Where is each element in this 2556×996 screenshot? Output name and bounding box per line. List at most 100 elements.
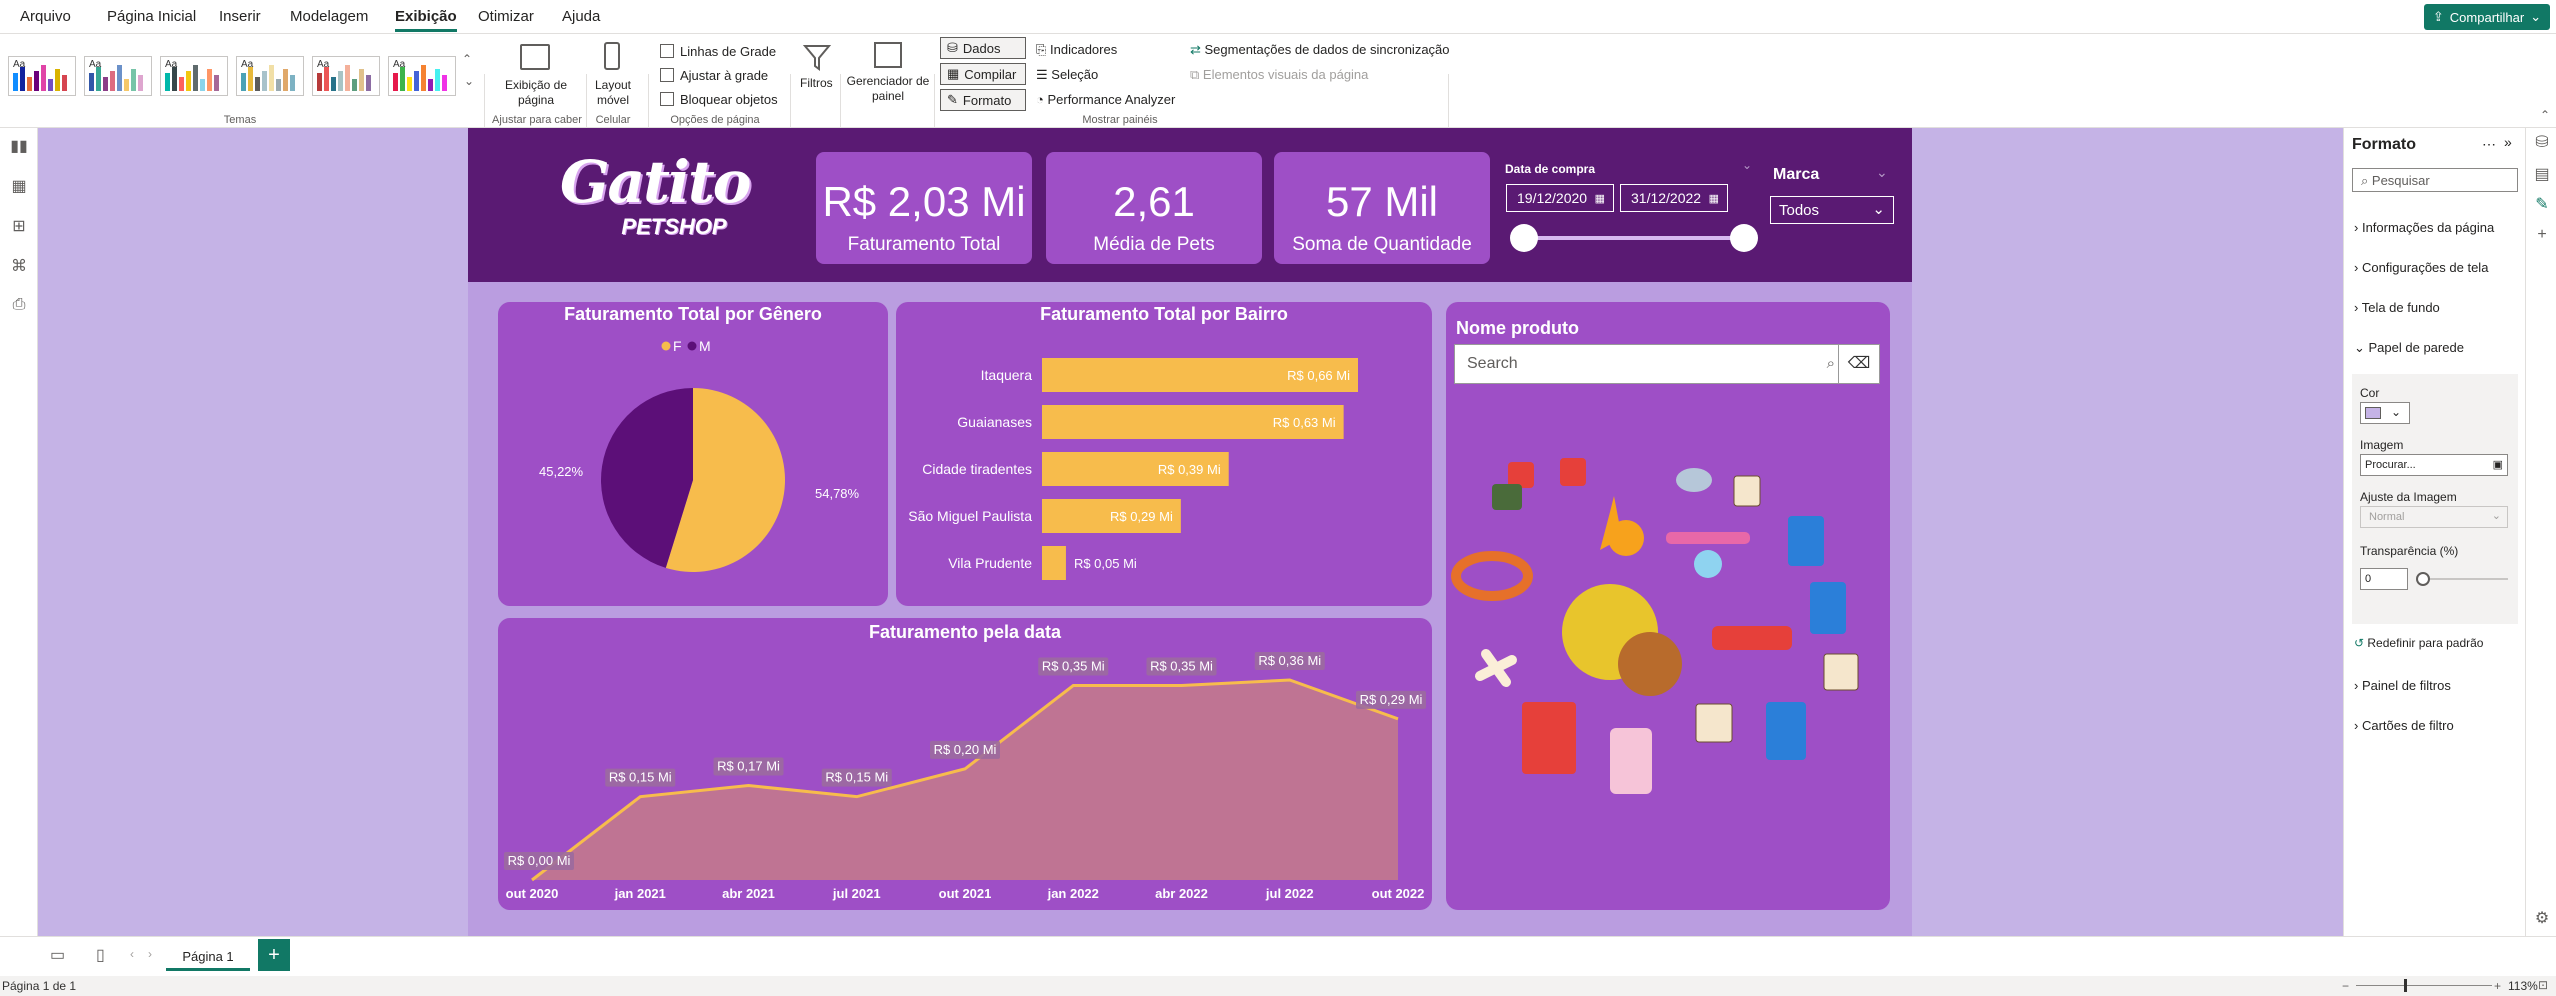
bar-chart-panel[interactable]: Faturamento Total por Bairro Itaquera R$ … [896, 302, 1432, 606]
image-browse-input[interactable]: Procurar... ▣ [2360, 454, 2508, 476]
format-search-input[interactable]: ⌕ Pesquisar [2352, 168, 2518, 192]
date-range-start-handle[interactable] [1510, 224, 1538, 252]
theme-swatch[interactable]: Aa [160, 56, 228, 96]
section-config-tela[interactable]: › Configurações de tela [2354, 260, 2489, 275]
area-data-label: R$ 0,29 Mi [1356, 690, 1426, 709]
selection-button[interactable]: ☰ Seleção [1036, 67, 1098, 83]
mobile-layout-button[interactable]: Layout móvel [594, 78, 632, 107]
kpi-card-quantidade[interactable]: 57 Mil Soma de Quantidade [1274, 152, 1490, 264]
pie-chart-panel[interactable]: Faturamento Total por Gênero 54,78% 45,22… [498, 302, 888, 606]
bar[interactable] [1042, 499, 1181, 533]
gridlines-checkbox[interactable] [660, 44, 674, 58]
data-pane-toggle[interactable]: ⛁ Dados [940, 37, 1026, 59]
report-view-icon[interactable]: ▮▮ [10, 138, 28, 155]
menu-modelagem[interactable]: Modelagem [290, 8, 369, 25]
page-tab-1[interactable]: Página 1 [166, 937, 250, 971]
theme-swatch[interactable]: Aa [84, 56, 152, 96]
bar[interactable] [1042, 358, 1358, 392]
settings-gear-icon[interactable]: ⚙ [2534, 910, 2550, 927]
performance-button[interactable]: ◔ Performance Analyzer [1036, 92, 1175, 107]
more-options-icon[interactable]: ⋯ [2482, 136, 2496, 152]
collapse-ribbon-icon[interactable]: ⌃ [2540, 108, 2551, 122]
image-fit-dropdown[interactable]: Normal ⌄ [2360, 506, 2508, 528]
reset-default-button[interactable]: ↺ Redefinir para padrão [2354, 636, 2483, 650]
format-brush-icon[interactable]: ✎ [2535, 196, 2549, 213]
group-label-mostrar: Mostrar painéis [1082, 114, 1158, 126]
page-view-button[interactable]: Exibição de página [504, 78, 568, 107]
section-cartoes-filtro[interactable]: › Cartões de filtro [2354, 718, 2454, 733]
clear-selection-eraser-icon[interactable]: ⌫ [1838, 344, 1880, 384]
zoom-in-icon[interactable]: + [2494, 979, 2502, 993]
prev-page-icon[interactable]: ‹ [130, 947, 134, 961]
pie-data-label: 45,22% [539, 464, 584, 479]
format-pane-toggle[interactable]: ✎ Formato [940, 89, 1026, 111]
filters-button[interactable]: Filtros [800, 76, 833, 90]
transparency-slider-handle[interactable] [2416, 572, 2430, 586]
theme-swatch[interactable]: Aa [312, 56, 380, 96]
kpi-card-media-pets[interactable]: 2,61 Média de Pets [1046, 152, 1262, 264]
product-search-input[interactable]: Search ⌕ [1454, 344, 1848, 384]
theme-swatch[interactable]: Aa [8, 56, 76, 96]
area-chart-panel[interactable]: Faturamento pela data R$ 0,00 Mi R$ 0,15 … [498, 618, 1432, 910]
bar-data-label: R$ 0,39 Mi [1158, 462, 1221, 477]
zoom-slider-handle[interactable] [2404, 979, 2407, 992]
desktop-view-icon[interactable]: ▭ [50, 947, 66, 964]
theme-swatch[interactable]: Aa [388, 56, 456, 96]
reset-icon: ↺ [2354, 636, 2368, 650]
chevron-down-icon: ⌄ [2530, 9, 2542, 24]
collapse-pane-icon[interactable]: » [2504, 134, 2512, 150]
section-papel-parede[interactable]: ⌄ Papel de parede [2354, 340, 2464, 355]
pie-slice[interactable] [665, 388, 785, 572]
kpi-card-faturamento[interactable]: R$ 2,03 Mi Faturamento Total [816, 152, 1032, 264]
date-slicer-chevron-icon[interactable]: ⌄ [1742, 158, 1753, 172]
theme-swatch[interactable]: Aa [236, 56, 304, 96]
date-start-input[interactable]: 19/12/2020 ▦ [1506, 184, 1614, 212]
data-pane-icon[interactable]: ⛁ [2535, 134, 2549, 151]
color-picker[interactable]: ⌄ [2360, 402, 2410, 424]
bookmarks-button[interactable]: ⎘ Indicadores [1036, 42, 1117, 58]
theme-label: Aa [241, 59, 254, 70]
date-range-end-handle[interactable] [1730, 224, 1758, 252]
menu-inserir[interactable]: Inserir [219, 8, 261, 25]
menu-pagina-inicial[interactable]: Página Inicial [107, 8, 197, 25]
menu-arquivo[interactable]: Arquivo [20, 8, 71, 25]
kpi-label: Média de Pets [1093, 234, 1215, 255]
brand-slicer-chevron-icon[interactable]: ⌄ [1876, 164, 1888, 180]
menu-exibicao[interactable]: Exibição [395, 8, 457, 32]
bar[interactable] [1042, 405, 1344, 439]
section-info-pagina[interactable]: › Informações da página [2354, 220, 2495, 235]
transparency-input[interactable]: 0 [2360, 568, 2408, 590]
menu-otimizar[interactable]: Otimizar [478, 8, 534, 25]
menu-ajuda[interactable]: Ajuda [562, 8, 601, 25]
add-page-button[interactable]: + [258, 939, 290, 971]
section-label: Tela de fundo [2361, 300, 2440, 315]
sync-slicers-button[interactable]: ⇄ Segmentações de dados de sincronização [1190, 42, 1450, 58]
selection-label: Seleção [1051, 67, 1099, 82]
bar[interactable] [1042, 546, 1066, 580]
bar[interactable] [1042, 452, 1229, 486]
zoom-out-icon[interactable]: − [2342, 979, 2350, 993]
model-view-icon[interactable]: ⊞ [12, 218, 26, 235]
share-button[interactable]: ⇪ Compartilhar ⌄ [2424, 4, 2550, 30]
panel-manager-button[interactable]: Gerenciador de painel [846, 74, 930, 103]
fit-page-icon[interactable]: ⊡ [2538, 978, 2549, 992]
snap-grid-checkbox[interactable] [660, 68, 674, 82]
build-pane-toggle[interactable]: ▦ Compilar [940, 63, 1026, 85]
mobile-view-icon[interactable]: ▯ [96, 947, 105, 964]
area-line[interactable] [531, 678, 1399, 882]
theme-scroll-up-icon[interactable]: ⌃ [462, 52, 473, 66]
date-end-input[interactable]: 31/12/2022 ▦ [1620, 184, 1728, 212]
pie-slice[interactable] [601, 388, 693, 568]
section-painel-filtros[interactable]: › Painel de filtros [2354, 678, 2451, 693]
theme-scroll-down-icon[interactable]: ⌄ [464, 74, 475, 88]
table-view-icon[interactable]: ▦ [11, 178, 27, 195]
next-page-icon[interactable]: › [148, 947, 152, 961]
add-pane-icon[interactable]: + [2537, 226, 2547, 243]
brand-dropdown[interactable]: Todos ⌄ [1770, 196, 1894, 224]
lock-objects-checkbox[interactable] [660, 92, 674, 106]
tmdl-view-icon[interactable]: ⎙ [12, 296, 26, 313]
build-visual-icon[interactable]: ▤ [2534, 166, 2550, 183]
dax-query-icon[interactable]: ⌘ [11, 258, 27, 275]
section-tela-fundo[interactable]: › Tela de fundo [2354, 300, 2440, 315]
area-data-label: R$ 0,35 Mi [1146, 657, 1217, 676]
